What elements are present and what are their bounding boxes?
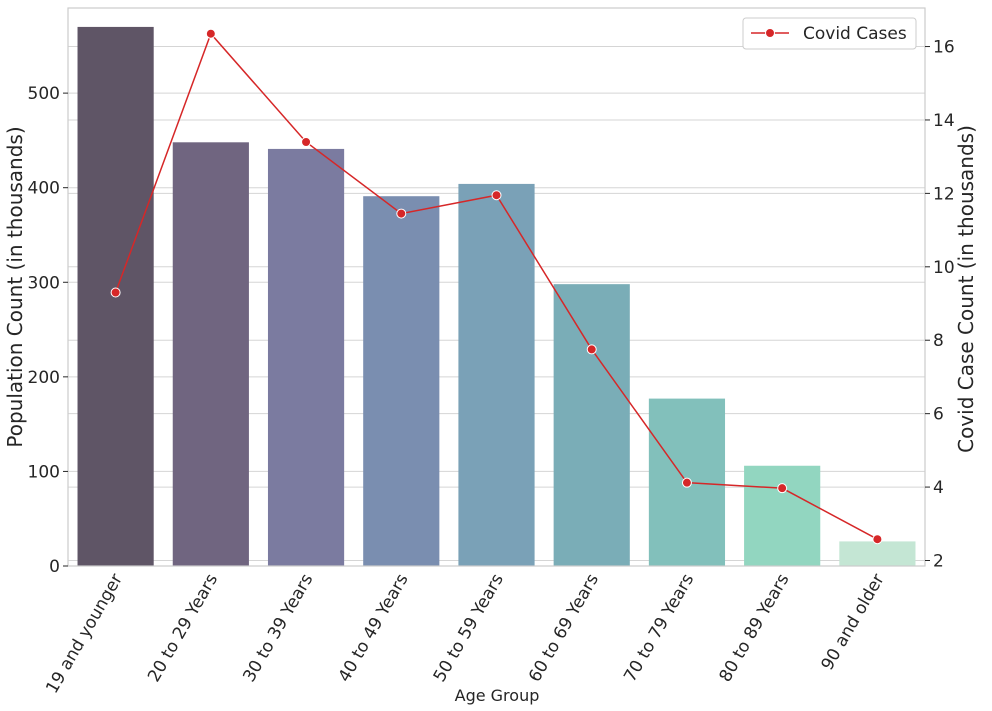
x-tick-label: 60 to 69 Years: [525, 570, 603, 685]
left-tick-label: 500: [28, 84, 60, 104]
left-tick-label: 100: [28, 462, 60, 482]
x-ticks: 19 and younger 20 to 29 Years 30 to 39 Yea…: [42, 570, 888, 697]
x-tick-label: 40 to 49 Years: [335, 570, 413, 685]
right-tick-label: 16: [933, 38, 955, 58]
x-axis-title: Age Group: [455, 686, 540, 705]
bar: [839, 541, 916, 566]
legend-label: Covid Cases: [803, 24, 907, 44]
right-tick-label: 6: [933, 405, 944, 425]
bar: [172, 142, 249, 566]
x-tick-label: 20 to 29 Years: [144, 570, 222, 685]
bar: [744, 465, 821, 566]
covid-point: [491, 190, 502, 201]
bar: [458, 183, 535, 566]
x-tick-label: 50 to 59 Years: [430, 570, 508, 685]
legend-marker-swatch: [765, 28, 775, 38]
left-tick-label: 400: [28, 179, 60, 199]
legend[interactable]: Covid Cases: [742, 17, 917, 50]
covid-line: [110, 28, 883, 545]
right-tick-label: 10: [933, 258, 955, 278]
bar: [267, 148, 345, 566]
right-y-ticks: 2 4 6 8 10 12 14 16: [925, 38, 955, 571]
covid-point: [872, 534, 883, 545]
plot-frame: [67, 7, 926, 567]
covid-point: [586, 344, 597, 355]
right-tick-label: 14: [933, 111, 955, 131]
covid-point: [110, 287, 121, 298]
left-y-ticks: 0 100 200 300 400 500: [28, 84, 68, 577]
bars: [77, 26, 916, 566]
x-tick-label: 80 to 89 Years: [715, 570, 793, 685]
x-tick-label: 30 to 39 Years: [239, 570, 317, 685]
left-tick-label: 300: [28, 273, 60, 293]
legend-box: [742, 17, 917, 50]
y-axis-title-right: Covid Case Count (in thousands): [954, 125, 978, 453]
left-tick-label: 200: [28, 368, 60, 388]
right-tick-label: 12: [933, 184, 955, 204]
covid-point: [681, 477, 692, 488]
x-tick-label: 70 to 79 Years: [620, 570, 698, 685]
bar: [553, 284, 630, 566]
left-tick-label: 0: [49, 557, 60, 577]
bar: [363, 196, 440, 566]
covid-point: [301, 136, 312, 147]
right-tick-label: 8: [933, 331, 944, 351]
x-tick-label: 90 and older: [818, 571, 889, 674]
covid-point: [777, 483, 788, 494]
covid-point: [396, 208, 407, 219]
right-tick-label: 4: [933, 478, 944, 498]
x-tick-label: 19 and younger: [42, 570, 127, 697]
covid-point: [205, 28, 216, 39]
y-axis-title-left: Population Count (in thousands): [3, 126, 27, 447]
right-tick-label: 2: [933, 551, 944, 571]
